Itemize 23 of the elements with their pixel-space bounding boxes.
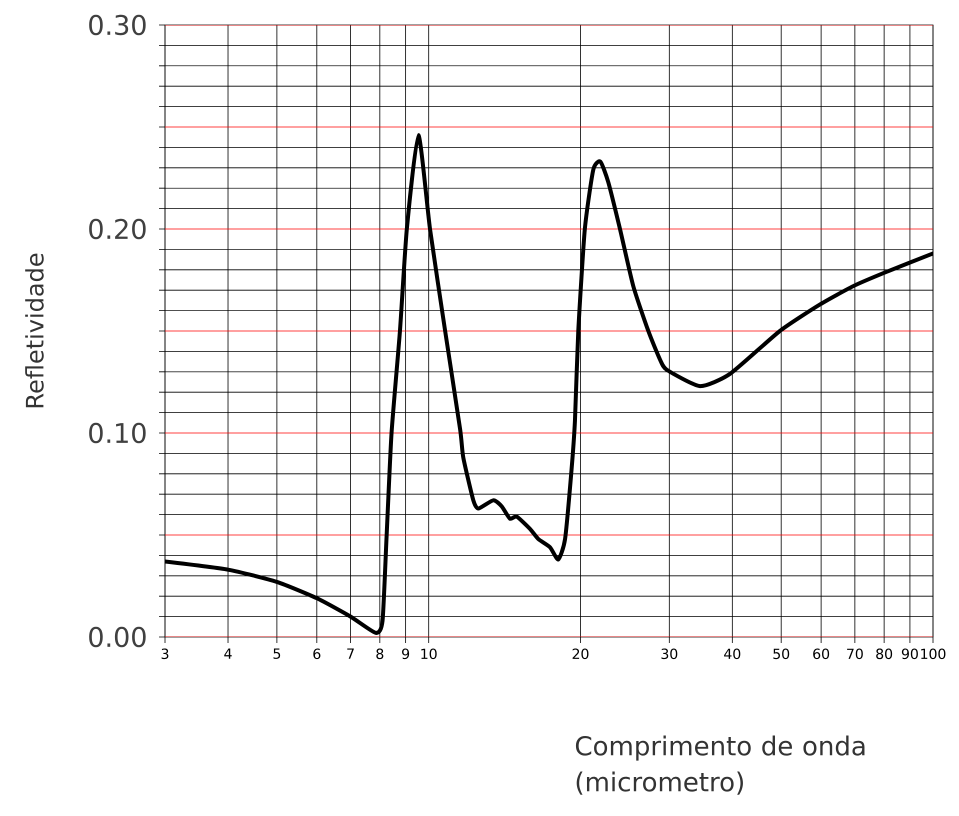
x-tick-label: 100 <box>921 648 946 660</box>
x-tick-label: 20 <box>572 648 588 660</box>
x-tick-label: 8 <box>376 648 384 660</box>
x-tick-label: 4 <box>224 648 232 659</box>
y-tick-label: 0.30 <box>89 14 146 36</box>
x-tick-label: 9 <box>402 648 410 660</box>
x-tick-label: 5 <box>274 648 280 659</box>
x-tick-label: 3 <box>162 648 168 660</box>
x-tick-label: 10 <box>421 648 437 660</box>
x-tick-label: 80 <box>876 648 892 660</box>
y-axis-title: Refletividade <box>25 254 44 408</box>
x-tick-label: 6 <box>313 648 320 660</box>
x-tick-label: 90 <box>902 648 918 660</box>
x-tick-label: 60 <box>813 648 830 660</box>
y-tick-label: 0.00 <box>89 626 146 648</box>
y-tick-label: 0.10 <box>89 422 146 444</box>
x-tick-label: 50 <box>773 648 790 660</box>
x-tick-label: 40 <box>724 648 740 660</box>
x-tick-label: 7 <box>347 648 354 659</box>
x-tick-label: 70 <box>847 648 863 660</box>
x-tick-label: 30 <box>661 648 678 660</box>
y-tick-label: 0.20 <box>89 218 146 240</box>
x-axis-title: Comprimento de onda (micrometro) <box>576 736 864 795</box>
